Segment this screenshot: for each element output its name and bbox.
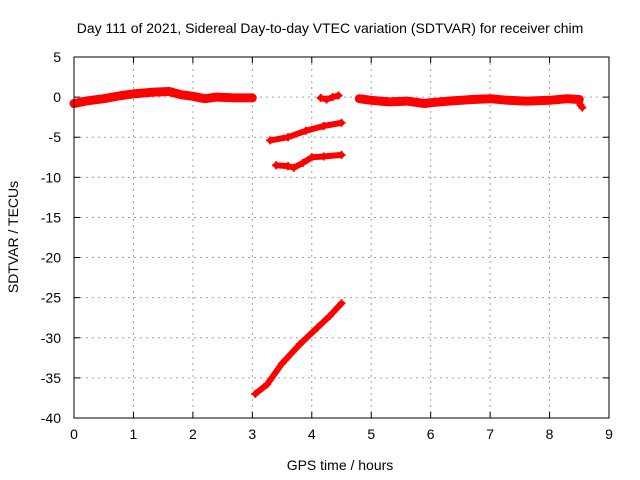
x-tick-label: 5 xyxy=(367,426,375,442)
data-point xyxy=(322,95,331,104)
data-point xyxy=(295,340,304,349)
data-point xyxy=(81,97,90,106)
x-tick-label: 0 xyxy=(70,426,78,442)
y-tick-label: -25 xyxy=(41,290,61,306)
data-point xyxy=(402,97,411,106)
data-point xyxy=(328,93,337,102)
data-point xyxy=(578,103,587,112)
y-tick-label: -30 xyxy=(41,330,61,346)
y-tick-label: -15 xyxy=(41,209,61,225)
series-arc-1 xyxy=(69,87,257,108)
x-tick-label: 7 xyxy=(486,426,494,442)
y-tick-label: -5 xyxy=(49,129,62,145)
x-tick-label: 1 xyxy=(130,426,138,442)
data-point xyxy=(177,90,185,99)
data-point xyxy=(251,389,260,398)
x-tick-label: 8 xyxy=(546,426,554,442)
data-point xyxy=(334,91,343,100)
data-point xyxy=(298,158,307,167)
data-point xyxy=(147,88,156,97)
x-axis-label: GPS time / hours xyxy=(287,457,394,473)
data-point xyxy=(575,95,584,104)
y-tick-label: -35 xyxy=(41,370,61,386)
data-point xyxy=(563,94,572,103)
data-point xyxy=(385,97,394,106)
data-point xyxy=(117,91,126,100)
data-point xyxy=(248,93,257,102)
data-point xyxy=(278,359,287,368)
data-point xyxy=(337,118,346,127)
data-point xyxy=(367,96,376,105)
x-tick-label: 2 xyxy=(189,426,197,442)
data-point xyxy=(165,87,174,96)
data-point xyxy=(355,94,364,103)
data-point xyxy=(426,98,435,107)
data-point xyxy=(337,150,346,159)
data-layer xyxy=(69,87,587,398)
data-point xyxy=(319,121,328,130)
x-tick-label: 4 xyxy=(308,426,316,442)
data-point xyxy=(188,92,197,101)
data-point xyxy=(263,380,272,389)
data-point xyxy=(319,152,328,161)
x-tick-label: 6 xyxy=(427,426,435,442)
data-point xyxy=(284,133,292,142)
data-point xyxy=(212,93,221,102)
y-tick-label: -10 xyxy=(41,169,61,185)
data-point xyxy=(545,96,554,105)
chart-title: Day 111 of 2021, Sidereal Day-to-day VTE… xyxy=(77,20,584,36)
data-point xyxy=(284,162,292,171)
plot-frame xyxy=(73,56,610,419)
y-tick-label: -20 xyxy=(41,250,61,266)
y-tick-label: -40 xyxy=(41,410,61,426)
y-tick-label: 5 xyxy=(53,49,61,65)
y-axis-label: SDTVAR / TECUs xyxy=(5,181,21,293)
y-tick-label: 0 xyxy=(53,89,61,105)
data-point xyxy=(325,312,334,321)
data-point xyxy=(337,299,346,308)
data-point xyxy=(521,97,530,106)
data-point xyxy=(301,126,310,135)
data-point xyxy=(486,94,495,103)
grid-layer xyxy=(74,57,609,418)
data-point xyxy=(266,136,275,145)
data-point xyxy=(307,153,316,162)
data-point xyxy=(289,163,298,172)
tick-layer: 0 1 2 3 4 5 6 7 8 9 5 0 -5 -10 -15 -20 -25 -30 -35 -40 xyxy=(41,49,613,442)
data-point xyxy=(129,89,138,98)
data-point xyxy=(230,93,239,102)
data-point xyxy=(316,93,325,102)
x-tick-label: 9 xyxy=(605,426,613,442)
data-point xyxy=(444,97,453,106)
x-tick-label: 3 xyxy=(248,426,256,442)
data-point xyxy=(468,95,477,104)
data-point xyxy=(200,94,209,103)
data-point xyxy=(313,323,322,332)
data-point xyxy=(272,161,281,170)
data-point xyxy=(99,94,108,103)
data-point xyxy=(503,96,512,105)
